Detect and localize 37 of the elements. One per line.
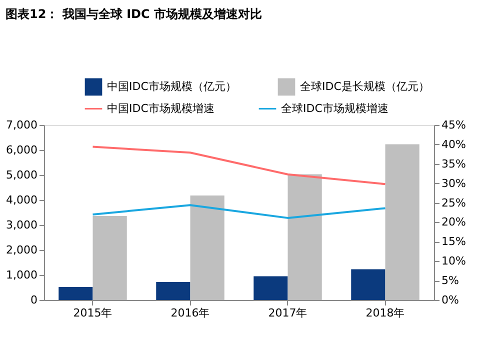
y2-tick-label: 5% xyxy=(442,274,459,288)
y2-tick-label: 10% xyxy=(442,254,466,268)
legend-label: 中国IDC市场规模（亿元） xyxy=(107,80,236,93)
bar xyxy=(385,144,420,300)
legend-label: 中国IDC市场规模增速 xyxy=(107,102,214,115)
line-series xyxy=(92,146,386,186)
x-tick-label: 2016年 xyxy=(170,306,210,320)
y-tick-label: 5,000 xyxy=(6,168,38,182)
y-tick-label: 3,000 xyxy=(6,218,38,232)
y-tick-label: 0 xyxy=(30,294,38,306)
y2-tick-label: 40% xyxy=(442,138,466,151)
y-tick-label: 2,000 xyxy=(6,244,38,256)
y2-tick-label: 35% xyxy=(442,157,466,170)
y-tick-label: 6,000 xyxy=(6,144,38,156)
x-tick-label: 2015年 xyxy=(73,306,112,320)
y2-tick-label: 30% xyxy=(442,176,466,190)
y-tick-label: 7,000 xyxy=(6,118,38,132)
y2-tick-label: 45% xyxy=(442,118,466,132)
bar xyxy=(156,282,190,300)
y2-tick-label: 15% xyxy=(442,235,466,248)
bar xyxy=(190,196,224,300)
y2-tick-label: 25% xyxy=(442,196,466,210)
y-tick-label: 1,000 xyxy=(6,268,38,282)
bar xyxy=(254,276,288,300)
bar xyxy=(58,287,93,300)
y-tick-label: 4,000 xyxy=(6,194,38,206)
legend-label: 全球IDC是长规模（亿元） xyxy=(300,80,430,93)
bar xyxy=(351,269,386,300)
chart-title: 图表12： 我国与全球 IDC 市场规模及增速对比 xyxy=(6,7,262,21)
y2-tick-label: 20% xyxy=(442,216,466,229)
bar xyxy=(288,174,322,300)
bar xyxy=(92,216,127,300)
x-tick-label: 2018年 xyxy=(366,306,405,320)
legend-label: 全球IDC市场规模增速 xyxy=(281,102,388,115)
y2-tick-label: 0% xyxy=(442,294,459,306)
line-series xyxy=(92,204,386,219)
x-tick-label: 2017年 xyxy=(268,306,308,320)
